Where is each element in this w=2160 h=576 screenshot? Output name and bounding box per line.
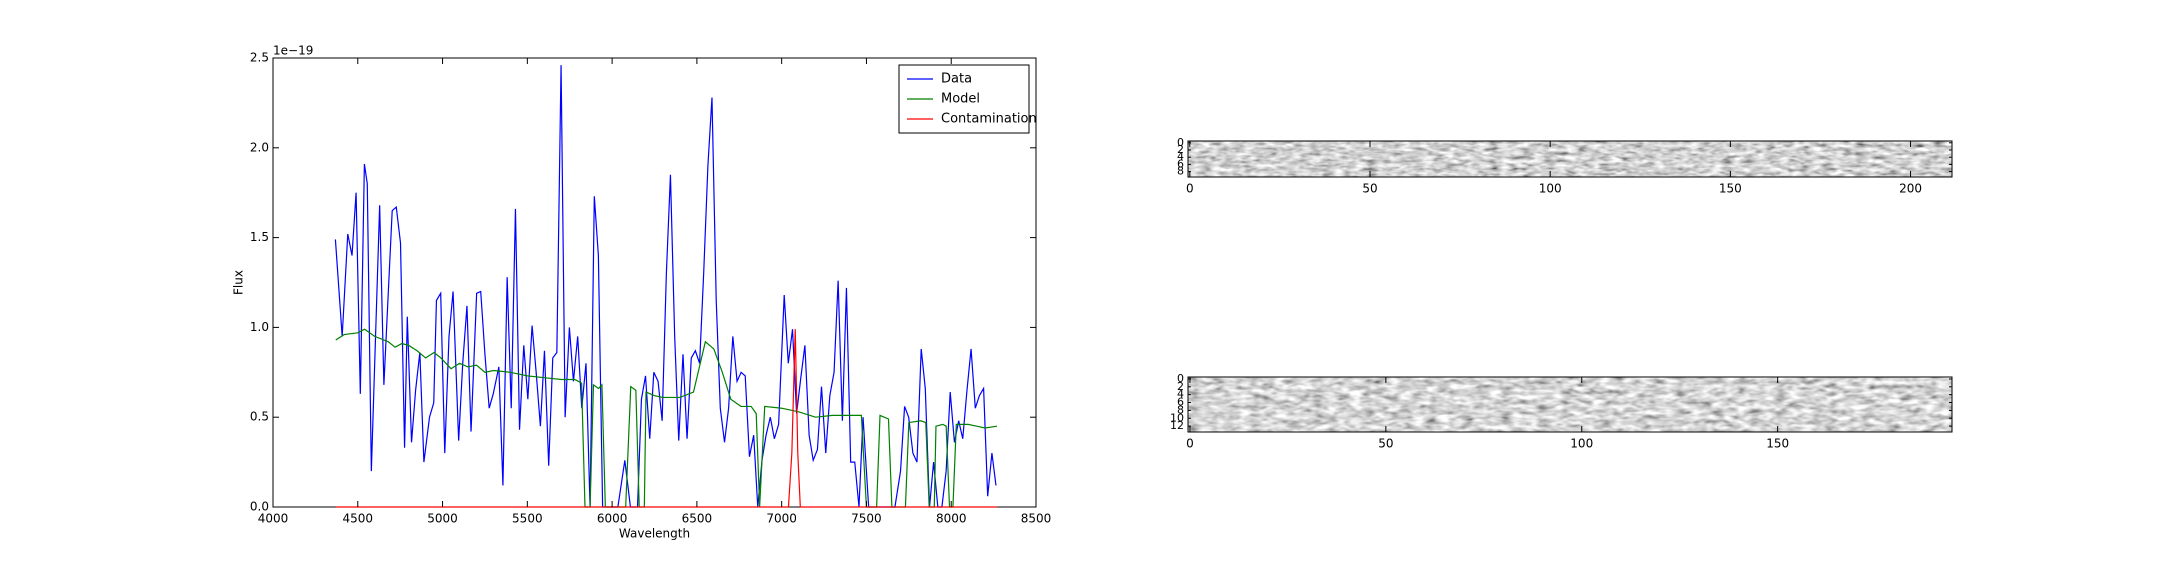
y-tick-label: 12 xyxy=(1170,419,1184,432)
y-tick-label: 0 xyxy=(1177,136,1184,149)
x-axis-label: Wavelength xyxy=(619,527,690,541)
x-tick-label: 100 xyxy=(1539,182,1562,196)
x-tick-label: 6500 xyxy=(682,512,713,526)
y-tick-label: 2.5 xyxy=(250,51,269,65)
x-tick-label: 6000 xyxy=(597,512,628,526)
y-tick-label: 6 xyxy=(1177,396,1184,409)
y-tick-label: 8 xyxy=(1177,403,1184,416)
x-tick-label: 5000 xyxy=(427,512,458,526)
x-tick-label: 100 xyxy=(1570,437,1593,451)
y-tick-label: 0.5 xyxy=(250,410,269,424)
x-tick-label: 0 xyxy=(1186,437,1194,451)
y-tick-label: 6 xyxy=(1177,157,1184,170)
y-axis-label: Flux xyxy=(232,270,246,295)
x-tick-label: 5500 xyxy=(512,512,543,526)
y-tick-label: 4 xyxy=(1177,150,1184,163)
data-line xyxy=(335,328,998,508)
y-tick-label: 1.0 xyxy=(250,320,269,334)
data-line xyxy=(334,65,997,508)
x-tick-label: 200 xyxy=(1899,182,1922,196)
y-tick-label: 10 xyxy=(1170,411,1184,424)
y-tick-label: 0.0 xyxy=(250,500,269,514)
y-tick-label: 4 xyxy=(1177,388,1184,401)
y-tick-label: 2 xyxy=(1177,143,1184,156)
x-tick-label: 150 xyxy=(1719,182,1742,196)
offset-label: 1e−19 xyxy=(273,44,313,58)
spectrum-image xyxy=(1188,141,1952,177)
y-tick-label: 2.0 xyxy=(250,140,269,154)
y-tick-label: 0 xyxy=(1177,372,1184,385)
legend-label: Data xyxy=(941,72,972,87)
x-tick-label: 150 xyxy=(1766,437,1789,451)
y-tick-label: 8 xyxy=(1177,165,1184,178)
x-tick-label: 4500 xyxy=(343,512,374,526)
x-tick-label: 7000 xyxy=(766,512,797,526)
x-tick-label: 50 xyxy=(1378,437,1393,451)
y-tick-label: 2 xyxy=(1177,380,1184,393)
x-tick-label: 0 xyxy=(1186,182,1194,196)
x-tick-label: 8500 xyxy=(1021,512,1052,526)
x-tick-label: 8000 xyxy=(936,512,967,526)
x-tick-label: 50 xyxy=(1362,182,1377,196)
x-tick-label: 4000 xyxy=(258,512,289,526)
y-tick-label: 1.5 xyxy=(250,230,269,244)
image-frame xyxy=(1187,140,1953,178)
legend-label: Model xyxy=(941,92,980,107)
x-tick-label: 7500 xyxy=(851,512,882,526)
data-line xyxy=(335,329,997,508)
legend-box xyxy=(898,64,1030,134)
spectrum-image xyxy=(1188,377,1952,432)
legend-label: Contamination xyxy=(941,112,1037,127)
image-frame xyxy=(1187,376,1953,433)
